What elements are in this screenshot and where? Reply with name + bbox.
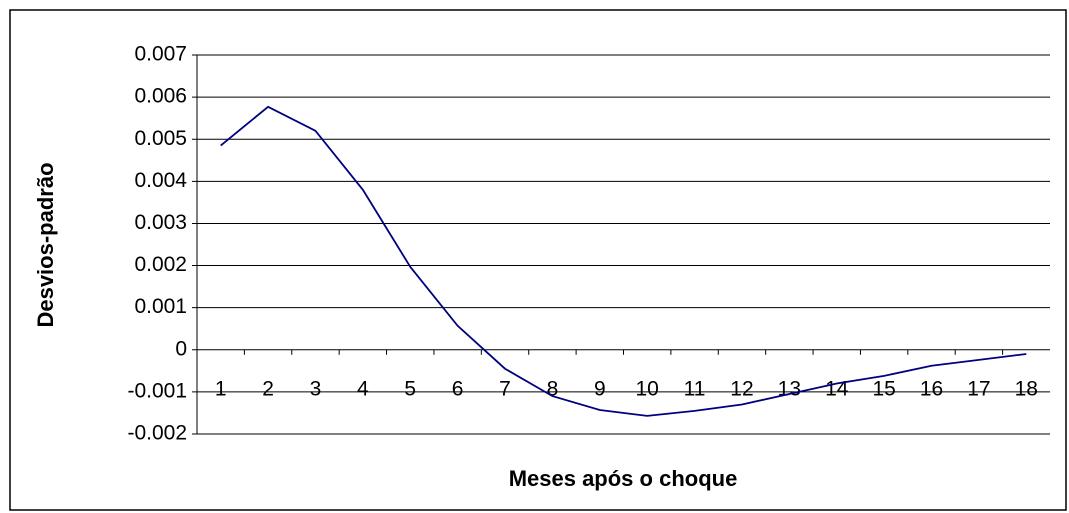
y-tick-label: -0.001: [127, 379, 187, 402]
x-tick-label: 16: [920, 377, 943, 400]
x-tick-label: 2: [262, 377, 274, 400]
x-tick-label: 4: [357, 377, 369, 400]
y-tick-label: 0.005: [134, 127, 187, 150]
x-tick-label: 6: [452, 377, 464, 400]
x-tick-label: 14: [825, 377, 849, 400]
x-tick-label: 8: [547, 377, 559, 400]
chart-border: [9, 9, 1067, 511]
x-tick-label: 9: [594, 377, 606, 400]
x-tick-label: 1: [215, 377, 227, 400]
y-tick-label: 0.002: [134, 253, 187, 276]
x-tick-label: 18: [1015, 377, 1038, 400]
y-tick-label: 0.003: [134, 211, 187, 234]
x-tick-label: 10: [636, 377, 659, 400]
y-tick-label: -0.002: [127, 422, 187, 445]
x-tick-label: 3: [310, 377, 322, 400]
y-tick-label: 0.004: [134, 169, 187, 192]
y-tick-label: 0.001: [134, 295, 187, 318]
x-tick-label: 17: [967, 377, 990, 400]
y-axis-label: Desvios-padrão: [33, 162, 58, 327]
x-tick-label: 5: [404, 377, 416, 400]
x-axis-label: Meses após o choque: [509, 466, 738, 491]
y-tick-label: 0: [175, 337, 187, 360]
x-tick-label: 13: [778, 377, 801, 400]
x-tick-label: 11: [684, 377, 706, 400]
x-tick-label: 7: [499, 377, 511, 400]
y-tick-label: 0.007: [134, 43, 187, 66]
x-tick-label: 15: [872, 377, 895, 400]
x-tick-label: 12: [730, 377, 753, 400]
data-line: [220, 105, 1027, 417]
y-tick-label: 0.006: [134, 85, 187, 108]
